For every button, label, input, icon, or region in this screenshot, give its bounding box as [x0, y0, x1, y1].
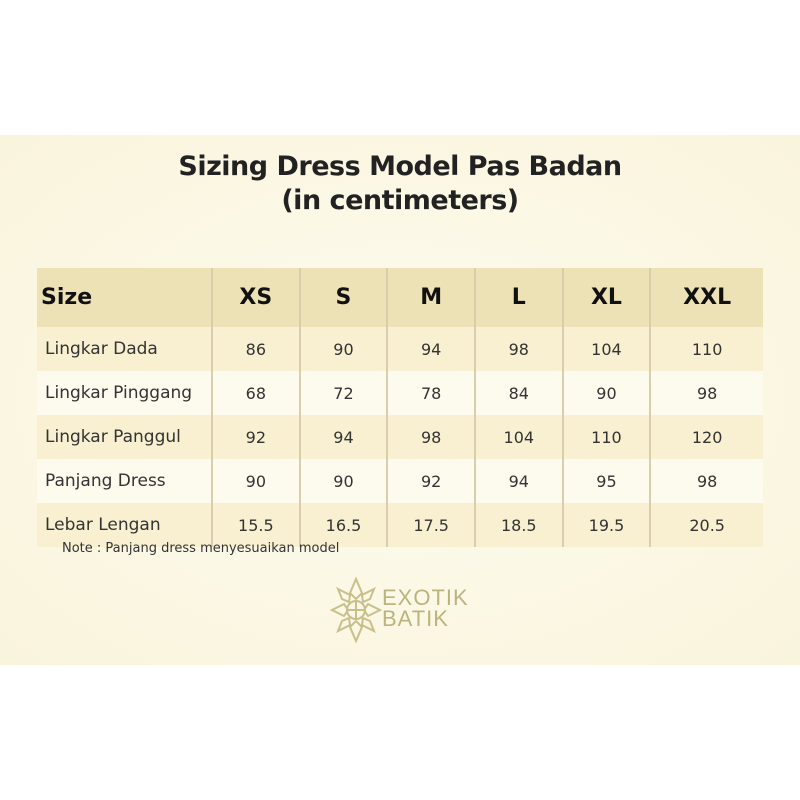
table-row: Lingkar Panggul 92 94 98 104 110 120 [37, 415, 763, 459]
header-cell: XS [212, 268, 301, 327]
value-cell: 78 [387, 371, 476, 415]
value-cell: 92 [212, 415, 301, 459]
measurement-label: Lebar Lengan [37, 503, 213, 547]
header-cell: Size [37, 268, 213, 327]
value-cell: 90 [562, 371, 652, 415]
table-row: Panjang Dress 90 90 92 94 95 98 [37, 459, 763, 503]
header-cell: XXL [650, 268, 763, 327]
measurement-label: Lingkar Pinggang [37, 371, 213, 415]
value-cell: 68 [212, 371, 301, 415]
value-cell: 90 [299, 327, 389, 371]
value-cell: 84 [474, 371, 564, 415]
table-row: Lingkar Pinggang 68 72 78 84 90 98 [37, 371, 763, 415]
value-cell: 19.5 [562, 503, 652, 547]
value-cell: 110 [650, 327, 763, 371]
value-cell: 90 [299, 459, 389, 503]
value-cell: 17.5 [387, 503, 476, 547]
header-cell: S [299, 268, 389, 327]
value-cell: 110 [562, 415, 652, 459]
value-cell: 92 [387, 459, 476, 503]
value-cell: 98 [650, 459, 763, 503]
title-line-1: Sizing Dress Model Pas Badan [178, 151, 622, 182]
value-cell: 20.5 [650, 503, 763, 547]
table-row: Lingkar Dada 86 90 94 98 104 110 [37, 327, 763, 371]
value-cell: 94 [387, 327, 476, 371]
measurement-label: Lingkar Dada [37, 327, 213, 371]
size-table: Size XS S M L XL XXL Lingkar Dada 86 90 94 9… [37, 268, 763, 547]
value-cell: 104 [562, 327, 652, 371]
page-title: Sizing Dress Model Pas Badan (in centime… [0, 150, 800, 218]
header-row: Size XS S M L XL XXL [37, 268, 763, 327]
note-text: Note : Panjang dress menyesuaikan model [62, 541, 340, 556]
value-cell: 86 [212, 327, 301, 371]
title-line-2: (in centimeters) [281, 185, 519, 216]
batik-flower-icon [329, 576, 383, 644]
value-cell: 72 [299, 371, 389, 415]
measurement-label: Lingkar Panggul [37, 415, 213, 459]
value-cell: 98 [650, 371, 763, 415]
value-cell: 16.5 [299, 503, 389, 547]
header-cell: XL [562, 268, 652, 327]
value-cell: 18.5 [474, 503, 564, 547]
value-cell: 94 [474, 459, 564, 503]
header-cell: M [387, 268, 476, 327]
exotik-batik-logo: EXOTIK BATIK [329, 575, 480, 645]
measurement-label: Panjang Dress [37, 459, 213, 503]
value-cell: 94 [299, 415, 389, 459]
value-cell: 90 [212, 459, 301, 503]
table-row: Lebar Lengan 15.5 16.5 17.5 18.5 19.5 20.5 [37, 503, 763, 547]
value-cell: 120 [650, 415, 763, 459]
logo-line-2: BATIK [382, 606, 449, 631]
logo-line-1: EXOTIK [382, 585, 469, 610]
value-cell: 95 [562, 459, 652, 503]
header-cell: L [474, 268, 564, 327]
value-cell: 15.5 [212, 503, 301, 547]
value-cell: 98 [474, 327, 564, 371]
value-cell: 98 [387, 415, 476, 459]
value-cell: 104 [474, 415, 564, 459]
